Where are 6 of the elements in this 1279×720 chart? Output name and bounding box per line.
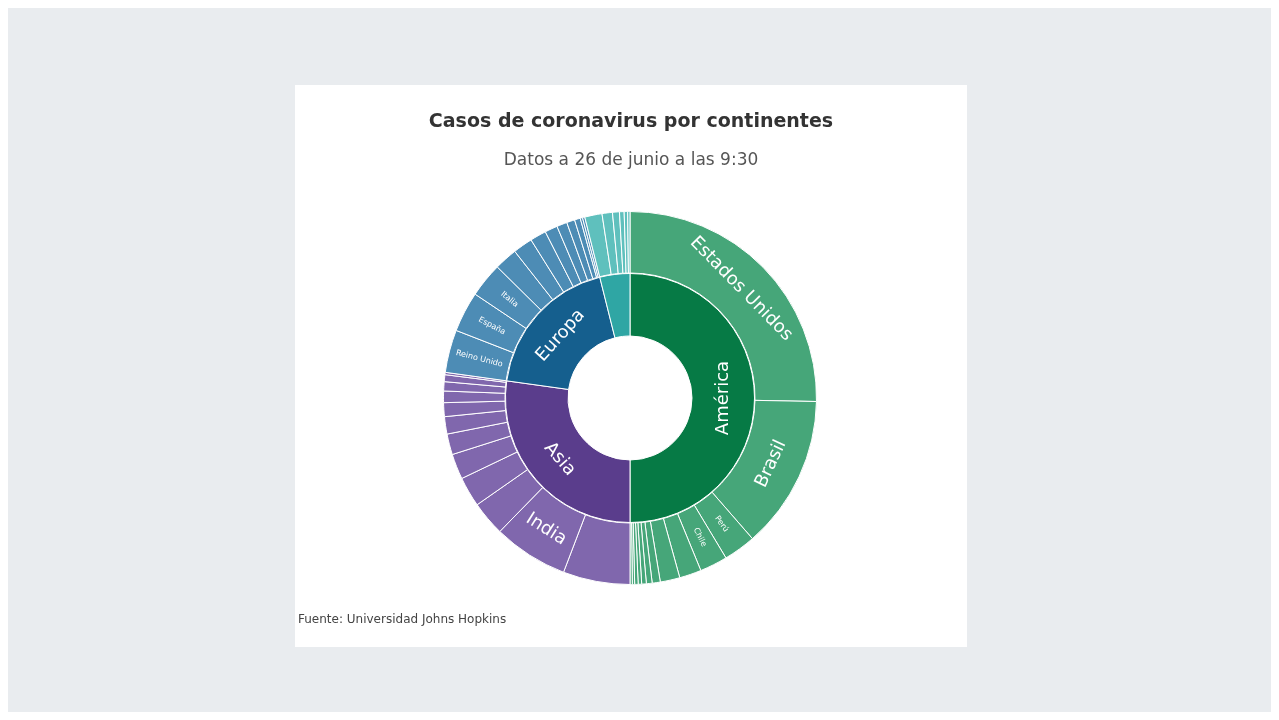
slice-label: Reino Unido [455,347,504,369]
source-note: Fuente: Universidad Johns Hopkins [298,612,507,626]
chart-title: Casos de coronavirus por continentes [427,109,835,131]
slice-label: América [710,360,732,436]
slice-label: Chile [691,526,709,549]
chart-subtitle: Datos a 26 de junio a las 9:30 [502,149,760,169]
